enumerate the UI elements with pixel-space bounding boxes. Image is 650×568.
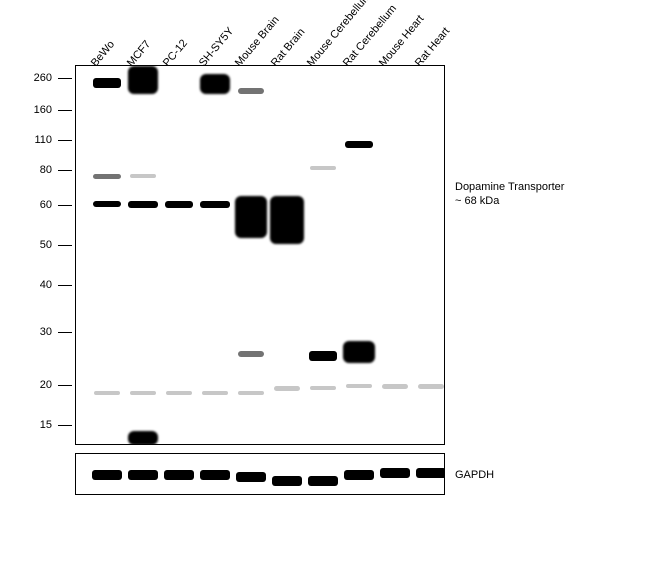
- band: [346, 384, 372, 388]
- band: [93, 174, 121, 179]
- target-name: Dopamine Transporter: [455, 181, 564, 193]
- western-blot-figure: 26016011080605040302015 BeWoMCF7PC-12SH-…: [0, 0, 650, 568]
- band: [382, 384, 408, 389]
- loading-band: [200, 470, 230, 480]
- target-label-gapdh: GAPDH: [455, 468, 494, 482]
- lane-label: Rat Brain: [269, 26, 308, 69]
- target-size: ~ 68 kDa: [455, 195, 499, 207]
- band: [200, 201, 230, 208]
- band: [310, 386, 336, 390]
- band: [166, 391, 192, 395]
- marker-label: 50: [22, 239, 52, 251]
- loading-band: [416, 468, 445, 478]
- band: [93, 201, 121, 207]
- band: [343, 341, 375, 363]
- band: [128, 201, 158, 208]
- marker-label: 110: [22, 134, 52, 146]
- loading-band: [344, 470, 374, 480]
- band: [238, 88, 264, 94]
- main-blot: [75, 65, 445, 445]
- marker-label: 260: [22, 72, 52, 84]
- marker-label: 160: [22, 104, 52, 116]
- loading-band: [272, 476, 302, 486]
- band: [202, 391, 228, 395]
- band: [130, 391, 156, 395]
- band: [274, 386, 300, 391]
- band: [345, 141, 373, 148]
- band: [200, 74, 230, 94]
- band: [128, 66, 158, 94]
- loading-band: [236, 472, 266, 482]
- target-name: GAPDH: [455, 469, 494, 481]
- band: [238, 351, 264, 357]
- marker-label: 20: [22, 379, 52, 391]
- band: [309, 351, 337, 361]
- loading-band: [164, 470, 194, 480]
- band: [130, 174, 156, 178]
- loading-band: [128, 470, 158, 480]
- loading-band: [92, 470, 122, 480]
- lane-label: SH-SY5Y: [197, 25, 236, 69]
- band: [238, 391, 264, 395]
- marker-label: 30: [22, 326, 52, 338]
- band: [93, 78, 121, 88]
- marker-label: 80: [22, 164, 52, 176]
- loading-band: [308, 476, 338, 486]
- band: [128, 431, 158, 445]
- band: [165, 201, 193, 208]
- band: [418, 384, 444, 389]
- band: [94, 391, 120, 395]
- loading-blot: [75, 453, 445, 495]
- loading-band: [380, 468, 410, 478]
- marker-label: 60: [22, 199, 52, 211]
- lane-label: Rat Heart: [413, 25, 452, 69]
- marker-label: 15: [22, 419, 52, 431]
- target-label-dat: Dopamine Transporter ~ 68 kDa: [455, 180, 564, 209]
- band: [270, 196, 304, 244]
- band: [235, 196, 267, 238]
- marker-label: 40: [22, 279, 52, 291]
- band: [310, 166, 336, 170]
